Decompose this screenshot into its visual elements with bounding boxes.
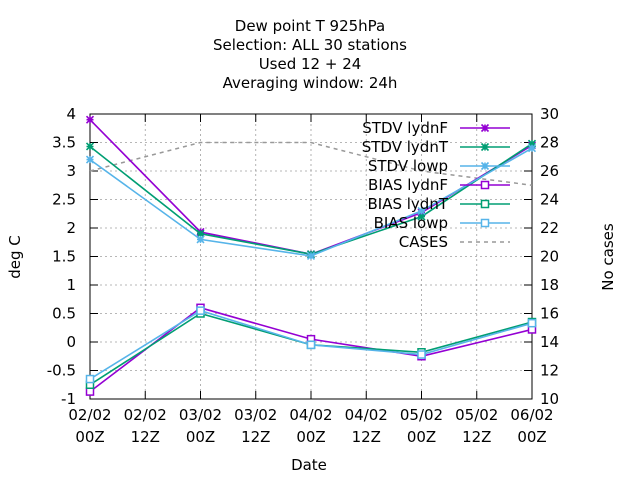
x-axis-label: Date	[291, 456, 327, 474]
legend-label-6: CASES	[399, 233, 448, 251]
y-axis-label: deg C	[6, 235, 24, 279]
series-line-6	[89, 141, 533, 186]
x-axis-ticks: 02/02 00Z 02/02 12Z 03/02 00Z 03/02 12Z 04/02 00Z…	[68, 114, 554, 446]
series-2-point-1	[196, 235, 205, 244]
x-tick-label-date-5: 04/02	[345, 406, 388, 424]
x-tick-label-hour-6: 00Z	[407, 428, 436, 446]
x-tick-label-hour-4: 00Z	[296, 428, 325, 446]
title-line-0: Dew point T 925hPa	[235, 17, 385, 35]
series-0-point-0	[85, 115, 95, 124]
title-line-3: Averaging window: 24h	[223, 74, 398, 92]
y2-tick-label-0: 10	[540, 390, 559, 408]
legend-marker-1	[480, 142, 490, 152]
series-5-point-1	[196, 306, 205, 315]
x-tick-label-hour-2: 00Z	[186, 428, 215, 446]
y-tick-label-9: 3.5	[52, 134, 76, 152]
series-1-point-1	[196, 229, 205, 238]
series-5-point-3	[417, 350, 426, 359]
y2-tick-label-6: 22	[540, 219, 559, 237]
y-tick-label-7: 2.5	[52, 191, 76, 209]
series-1-point-0	[85, 142, 95, 151]
series	[85, 115, 537, 396]
x-tick-label-hour-1: 12Z	[131, 428, 160, 446]
legend-marker-4	[480, 199, 490, 209]
y-tick-label-4: 1	[66, 276, 76, 294]
series-2-point-4	[527, 144, 537, 153]
y-tick-label-10: 4	[66, 105, 76, 123]
x-tick-label-date-3: 03/02	[234, 406, 277, 424]
y-tick-label-5: 1.5	[52, 248, 76, 266]
series-2-point-2	[306, 251, 316, 260]
series-6	[89, 141, 533, 186]
x-tick-label-hour-5: 12Z	[352, 428, 381, 446]
y-axis-ticks: -1 -0.5 0 0.5 1 1.5 2 2.5 3 3.5 4	[47, 105, 98, 408]
legend-label-2: STDV lowp	[368, 157, 448, 175]
series-2	[85, 144, 537, 260]
series-2-point-0	[85, 155, 95, 164]
series-5-point-2	[306, 340, 316, 350]
legend-label-3: BIAS lydnF	[368, 176, 448, 194]
legend-label-1: STDV lydnT	[362, 138, 449, 156]
x-tick-label-date-7: 05/02	[455, 406, 498, 424]
series-3-point-0	[85, 387, 95, 396]
series-0	[85, 115, 537, 259]
legend-marker-0	[480, 123, 490, 133]
y2-tick-label-8: 26	[540, 162, 559, 180]
y2-axis-ticks: 10 12 14 16 18 20 22 24 26 28 30	[524, 105, 559, 408]
series-2-point-3	[417, 206, 426, 215]
x-tick-label-hour-8: 00Z	[517, 428, 546, 446]
y2-tick-label-9: 28	[540, 134, 559, 152]
series-5	[85, 306, 537, 384]
x-tick-label-date-0: 02/02	[68, 406, 111, 424]
y2-axis-label: No cases	[599, 223, 617, 291]
legend-marker-2	[480, 161, 490, 171]
title-line-2: Used 12 + 24	[259, 55, 362, 73]
legend-marker-5	[480, 218, 490, 228]
x-tick-label-date-1: 02/02	[124, 406, 167, 424]
y2-tick-label-10: 30	[540, 105, 559, 123]
y2-tick-label-5: 20	[540, 248, 559, 266]
legend-label-0: STDV lydnF	[362, 119, 448, 137]
x-tick-label-hour-0: 00Z	[75, 428, 104, 446]
x-tick-label-date-6: 05/02	[400, 406, 443, 424]
series-5-point-4	[527, 318, 537, 328]
legend-label-5: BIAS lowp	[374, 214, 448, 232]
legend-label-4: BIAS lydnT	[367, 195, 448, 213]
y-tick-label-1: -0.5	[47, 362, 76, 380]
x-tick-label-date-8: 06/02	[510, 406, 553, 424]
y2-tick-label-3: 16	[540, 305, 559, 323]
x-tick-label-hour-3: 12Z	[241, 428, 270, 446]
x-tick-label-hour-7: 12Z	[462, 428, 491, 446]
y-tick-label-3: 0.5	[52, 305, 76, 323]
title-line-1: Selection: ALL 30 stations	[213, 36, 407, 54]
x-tick-label-date-4: 04/02	[289, 406, 332, 424]
y-tick-label-8: 3	[66, 162, 76, 180]
series-5-point-0	[85, 374, 95, 384]
y-tick-label-0: -1	[61, 390, 76, 408]
y2-tick-label-1: 12	[540, 362, 559, 380]
series-1-point-4	[527, 139, 537, 148]
legend-marker-3	[480, 180, 490, 190]
series-1-point-3	[417, 212, 426, 221]
y2-tick-label-4: 18	[540, 276, 559, 294]
y2-tick-label-7: 24	[540, 191, 559, 209]
y-tick-label-2: 0	[66, 333, 76, 351]
y2-tick-label-2: 14	[540, 333, 559, 351]
y-tick-label-6: 2	[66, 219, 76, 237]
x-tick-label-date-2: 03/02	[179, 406, 222, 424]
